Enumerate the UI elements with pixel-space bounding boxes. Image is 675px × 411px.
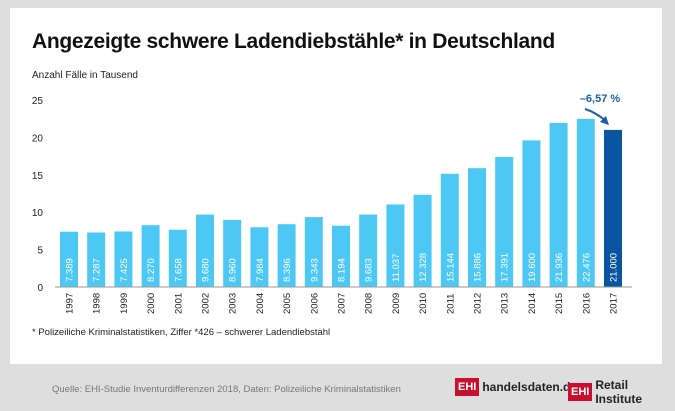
bar-2015 [549, 122, 568, 287]
x-tick-label: 1998 [92, 293, 103, 314]
bar-2001 [168, 229, 187, 287]
data-label: 9.343 [309, 258, 320, 282]
ehi-logo-mark: EHI [455, 378, 480, 396]
chart-title: Angezeigte schwere Ladendiebstähle* in D… [32, 30, 555, 53]
bar-2012 [468, 168, 486, 287]
source-note: Quelle: EHI-Studie Inventurdifferenzen 2… [52, 384, 401, 395]
data-label: 15.886 [473, 253, 484, 282]
x-tick-label: 2007 [337, 293, 348, 314]
handelsdaten-text: handelsdaten.de [482, 380, 578, 394]
data-label: 12.328 [418, 253, 429, 282]
data-label: 8.960 [228, 258, 239, 282]
data-label: 15.144 [445, 253, 456, 282]
data-label: 19.600 [527, 253, 538, 282]
retail-institute-text: Retail Institute [595, 378, 643, 406]
bar-1998 [87, 232, 106, 287]
y-axis-label: Anzahl Fälle in Tausend [32, 70, 138, 81]
bar-2009 [386, 204, 405, 287]
y-tick-label: 20 [32, 133, 44, 144]
bar-2002 [196, 214, 214, 287]
data-label: 7.287 [92, 258, 103, 282]
x-tick-label: 2009 [391, 293, 402, 314]
x-tick-label: 2002 [201, 293, 212, 314]
x-tick-label: 2005 [282, 293, 293, 314]
x-tick-label: 2015 [554, 293, 565, 314]
x-tick-label: 2010 [418, 293, 429, 314]
bar-2014 [522, 140, 541, 287]
bar-2005 [277, 224, 296, 287]
handelsdaten-logo: EHI handelsdaten.de [455, 378, 577, 396]
x-tick-label: 2014 [527, 293, 538, 314]
data-label: 11.037 [391, 254, 402, 282]
bar-2010 [413, 194, 432, 287]
y-tick-label: 0 [37, 283, 43, 294]
bar-2000 [141, 225, 160, 287]
x-tick-label: 2011 [445, 294, 456, 314]
data-label: 8.270 [146, 258, 157, 282]
y-tick-label: 25 [32, 96, 44, 107]
arrow-head-icon [600, 116, 609, 125]
bar-2016 [576, 118, 595, 287]
x-tick-label: 2003 [228, 293, 239, 314]
data-label: 7.984 [255, 258, 266, 282]
y-tick-label: 10 [32, 208, 44, 219]
x-tick-label: 1999 [119, 293, 130, 314]
retail-institute-logo: EHI Retail Institute [568, 378, 675, 406]
data-label: 21.936 [554, 253, 565, 282]
x-tick-label: 2016 [581, 293, 592, 314]
data-label: 8.396 [282, 258, 293, 282]
x-tick-label: 2013 [500, 293, 511, 314]
x-tick-label: 2006 [309, 293, 320, 314]
bar-2008 [359, 214, 378, 287]
data-label: 9.680 [201, 258, 212, 282]
x-tick-label: 2017 [609, 293, 620, 314]
data-label: 7.425 [119, 258, 130, 282]
data-label: 8.194 [337, 258, 348, 282]
bar-2007 [332, 225, 350, 287]
x-tick-label: 1997 [65, 293, 76, 314]
data-label: 17.391 [500, 253, 511, 282]
y-tick-label: 15 [32, 171, 44, 182]
bar-2017 [604, 129, 622, 287]
bar-2006 [304, 217, 323, 287]
x-tick-label: 2012 [473, 293, 484, 314]
bar-2013 [495, 156, 514, 287]
x-tick-label: 2001 [173, 293, 184, 314]
bar-1997 [60, 231, 78, 287]
data-label: 9.683 [364, 258, 375, 282]
x-tick-label: 2000 [146, 293, 157, 314]
footnote: * Polizeiliche Kriminalstatistiken, Ziff… [32, 327, 331, 338]
data-label: 7.389 [65, 258, 76, 282]
data-label: 21.000 [609, 253, 620, 282]
bar-2004 [250, 227, 269, 287]
ehi-logo-mark: EHI [568, 383, 593, 401]
bar-2003 [223, 219, 242, 287]
data-label: 7.658 [173, 258, 184, 282]
y-tick-label: 5 [37, 246, 43, 257]
x-tick-label: 2008 [364, 293, 375, 314]
change-annotation: –6,57 % [580, 93, 621, 105]
bar-2011 [440, 173, 459, 287]
x-tick-label: 2004 [255, 293, 266, 314]
bar-1999 [114, 231, 133, 287]
data-label: 22.476 [581, 253, 592, 282]
